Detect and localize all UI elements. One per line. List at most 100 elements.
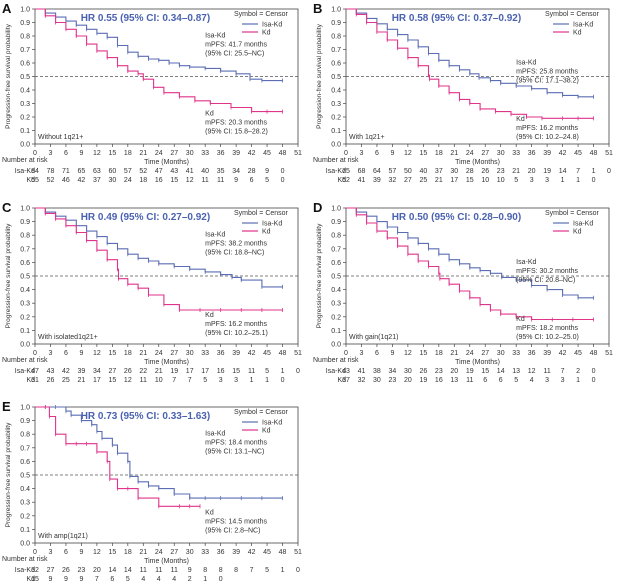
x-axis-title: Time (Months) [455,159,500,166]
risk-value: 52 [139,168,147,175]
y-tick-label: 0.9 [20,20,30,27]
x-tick-label: 0 [344,150,348,157]
y-tick-label: 1.0 [331,206,341,213]
risk-value: 9 [265,168,269,175]
x-tick-label: 12 [93,150,101,157]
risk-value: 28 [466,168,474,175]
y-tick-label: 0.1 [20,328,30,335]
risk-value: 11 [248,368,255,375]
x-tick-label: 21 [139,549,147,556]
x-tick-label: 9 [390,150,394,157]
risk-row-label: Isa-Kd [15,368,35,375]
risk-value: 1 [576,177,580,184]
y-tick-label: 1.0 [20,405,30,412]
risk-row-label: Kd [337,377,346,384]
mpfs-annotation-isa: Isa-Kd [205,232,225,239]
panel-d: D0.00.10.20.30.40.50.60.70.80.91.00 3 6 9 12… [313,200,613,384]
risk-value: 11 [155,567,162,574]
risk-value: 1 [250,377,254,384]
subgroup-label: With isolated1q21+ [38,334,98,341]
risk-value: 57 [124,168,132,175]
risk-value: 27 [404,177,412,184]
risk-row-label: Kd [26,177,35,184]
risk-value: 30 [450,168,458,175]
risk-value: 23 [435,368,443,375]
km-curve-isa [35,207,283,288]
legend-title: Symbol = Censor [545,11,600,18]
y-tick-label: 0.6 [331,61,341,68]
risk-value: 16 [217,368,225,375]
panel-label: B [313,1,322,16]
y-tick-label: 0.2 [331,314,341,321]
y-tick-label: 0.9 [20,219,30,226]
risk-value: 35 [217,168,225,175]
x-tick-label: 18 [124,350,132,357]
subgroup-label: With gain(1q21) [349,334,398,341]
risk-value: 3 [545,377,549,384]
x-tick-label: 9 [79,549,83,556]
risk-value: 26 [124,368,132,375]
risk-value: 31 [31,377,39,384]
y-tick-label: 0.7 [20,47,30,54]
km-curve-isa [346,8,594,98]
mpfs-annotation-kd: mPFS: 16.2 months [516,125,578,132]
x-tick-label: 48 [279,150,287,157]
risk-value: 2 [188,576,192,583]
risk-value: 5 [514,177,518,184]
risk-value: 1 [281,567,285,574]
risk-value: 9 [79,576,83,583]
x-tick-label: 36 [217,150,225,157]
x-axis-title: Time (Months) [144,159,189,166]
y-tick-label: 0.0 [20,342,30,349]
x-tick-label: 24 [155,549,163,556]
risk-value: 84 [31,168,39,175]
risk-value: 12 [186,177,194,184]
y-tick-label: 0.3 [20,500,30,507]
x-tick-label: 30 [497,150,505,157]
y-tick-label: 0.5 [20,274,30,281]
x-tick-label: 30 [186,150,194,157]
risk-value: 21 [155,368,163,375]
x-tick-label: 33 [201,549,209,556]
risk-value: 8 [219,567,223,574]
y-tick-label: 0.9 [331,20,341,27]
x-tick-label: 27 [481,150,489,157]
y-tick-label: 0.5 [331,274,341,281]
x-tick-label: 12 [404,350,412,357]
x-tick-label: 0 [33,350,37,357]
x-tick-label: 18 [124,549,132,556]
mpfs-annotation-kd: (95% CI: 2.8–NC) [205,527,260,534]
y-tick-label: 0.7 [20,445,30,452]
y-tick-label: 0.3 [331,101,341,108]
panel-c: C0.00.10.20.30.40.50.60.70.80.91.00 3 6 9 12… [2,200,302,384]
risk-value: 7 [561,368,565,375]
x-tick-label: 6 [375,150,379,157]
risk-value: 6 [483,377,487,384]
x-tick-label: 30 [497,350,505,357]
mpfs-annotation-isa: (95% CI: 18.8–NC) [205,250,264,257]
risk-value: 15 [31,576,39,583]
risk-header: Number at risk [2,157,48,164]
x-tick-label: 30 [186,350,194,357]
risk-value: 63 [93,168,101,175]
x-tick-label: 48 [279,350,287,357]
y-tick-label: 0.5 [20,74,30,81]
risk-value: 15 [170,177,178,184]
risk-value: 30 [108,177,116,184]
risk-value: 34 [93,368,101,375]
risk-value: 27 [108,368,116,375]
x-tick-label: 3 [49,150,53,157]
risk-value: 9 [234,177,238,184]
risk-value: 0 [281,177,285,184]
risk-value: 41 [358,177,366,184]
x-tick-label: 36 [217,350,225,357]
risk-value: 42 [78,177,86,184]
risk-value: 37 [435,168,443,175]
x-tick-label: 39 [543,350,551,357]
risk-value: 39 [78,368,86,375]
x-tick-label: 51 [605,150,613,157]
x-tick-label: 39 [232,549,240,556]
risk-value: 41 [186,168,194,175]
risk-value: 42 [62,368,70,375]
risk-value: 9 [188,567,192,574]
